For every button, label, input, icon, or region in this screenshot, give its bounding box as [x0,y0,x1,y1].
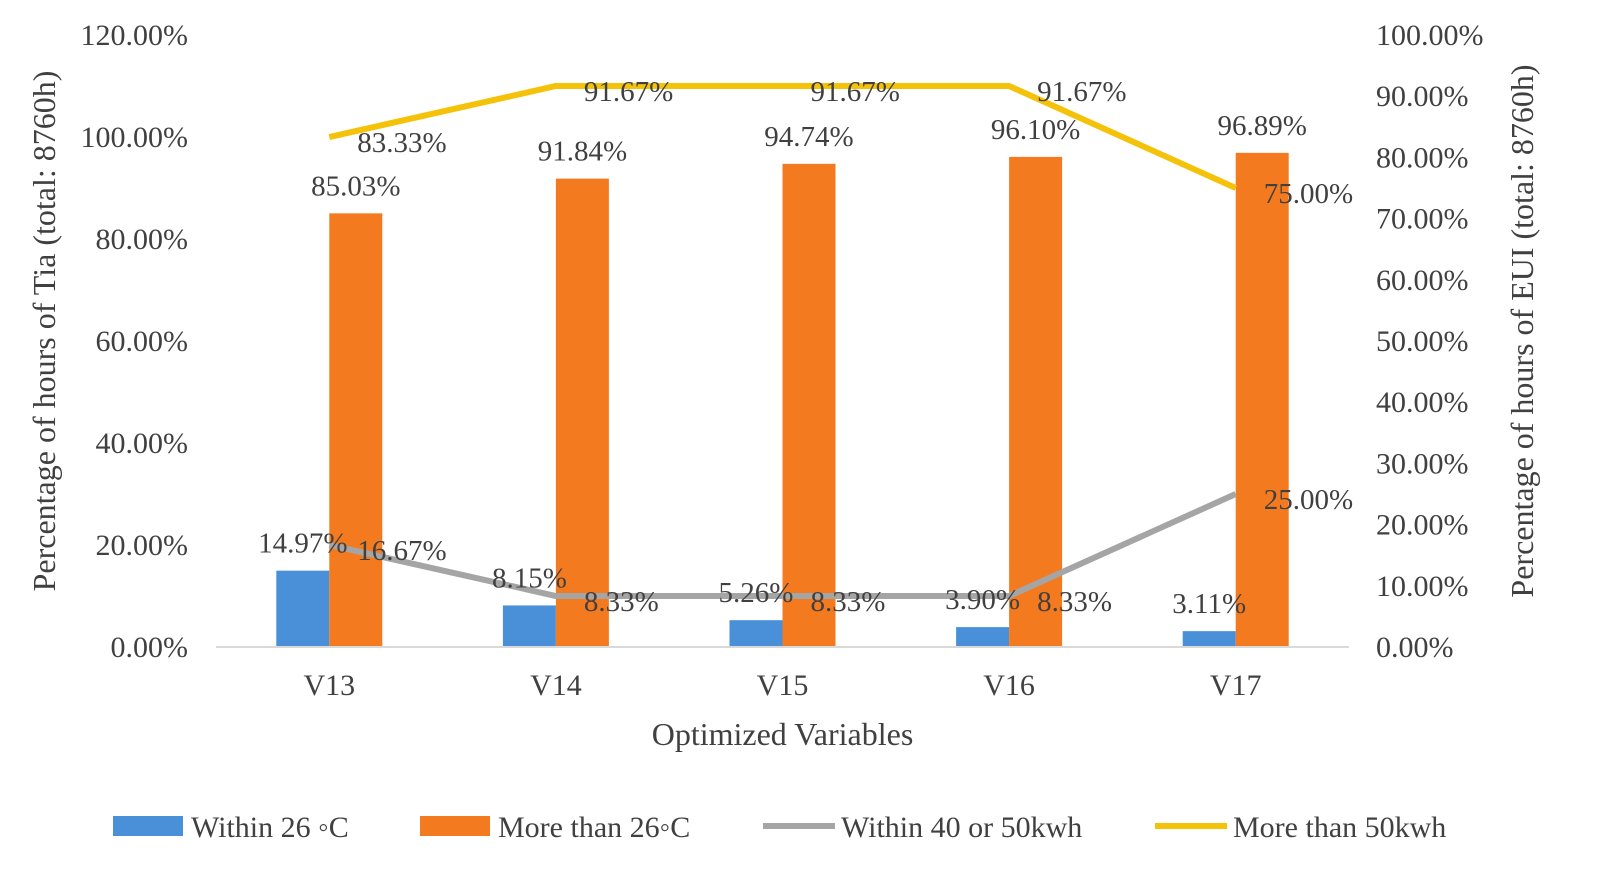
legend-label-more-than-50kwh: More than 50kwh [1233,811,1446,844]
legend-label-more-than-26-c: More than 26◦C [498,811,690,844]
bar-data-label: 96.89% [1217,110,1306,142]
bar-more-than-26-c [1009,156,1063,647]
bar-data-label: 5.26% [719,577,794,609]
y-tick-label: 60.00% [96,325,189,358]
y2-tick-label: 30.00% [1376,447,1469,480]
y2-tick-label: 50.00% [1376,325,1469,358]
x-tick-label: V13 [303,669,355,702]
bar-data-label: 8.15% [492,562,567,594]
line-data-label: 16.67% [357,535,446,567]
y2-tick-label: 90.00% [1376,80,1469,113]
y-axis-title: Percentage of hours of Tia (total: 8760h… [26,71,62,592]
bar-within-26-c [276,570,330,647]
x-axis-title: Optimized Variables [652,716,914,752]
legend-label-within-26-c: Within 26 ◦C [191,811,349,844]
y-tick-label: 20.00% [96,529,189,562]
y-tick-label: 120.00% [81,19,189,52]
y2-tick-label: 40.00% [1376,386,1469,419]
y2-tick-label: 0.00% [1376,631,1454,664]
legend-swatch-within-26-c [113,816,183,836]
legend-swatch-more-than-26-c [420,816,490,836]
line-data-label: 8.33% [1037,586,1112,618]
y-tick-label: 40.00% [96,427,189,460]
bar-data-label: 3.11% [1172,588,1246,620]
x-tick-label: V15 [757,669,809,702]
line-data-label: 83.33% [357,127,446,159]
legend-label-within-40-or-50kwh: Within 40 or 50kwh [841,811,1082,844]
bar-within-26-c [502,605,556,647]
bar-within-26-c [1182,631,1236,647]
y2-axis-title: Percentage of hours of EUI (total: 8760h… [1504,64,1540,597]
bar-data-label: 85.03% [311,170,400,202]
y2-tick-label: 20.00% [1376,509,1469,542]
y-tick-label: 80.00% [96,223,189,256]
bar-more-than-26-c [1235,152,1289,647]
bar-within-26-c [729,620,783,647]
x-tick-label: V16 [983,669,1035,702]
bar-data-label: 14.97% [258,528,347,560]
bar-more-than-26-c [782,163,836,648]
line-data-label: 91.67% [584,76,673,108]
line-data-label: 91.67% [1037,76,1126,108]
bar-more-than-26-c [329,213,383,648]
x-tick-label: V14 [530,669,582,702]
line-data-label: 25.00% [1264,484,1353,516]
line-within-40-or-50kwh [328,491,1237,600]
y2-tick-label: 60.00% [1376,264,1469,297]
y2-tick-label: 80.00% [1376,141,1469,174]
y-tick-label: 100.00% [81,121,189,154]
bar-within-26-c [956,627,1010,647]
bar-data-label: 94.74% [764,121,853,153]
line-data-label: 8.33% [584,586,659,618]
y2-tick-label: 70.00% [1376,203,1469,236]
y2-tick-label: 10.00% [1376,570,1469,603]
line-more-than-50kwh [328,82,1237,191]
line-data-label: 75.00% [1264,178,1353,210]
bar-more-than-26-c [555,178,609,647]
bar-data-label: 96.10% [991,114,1080,146]
line-data-label: 91.67% [811,76,900,108]
bar-data-label: 91.84% [538,136,627,168]
y2-tick-label: 100.00% [1376,19,1484,52]
line-data-label: 8.33% [811,586,886,618]
y-tick-label: 0.00% [111,631,189,664]
x-tick-label: V17 [1210,669,1262,702]
bar-data-label: 3.90% [945,584,1020,616]
